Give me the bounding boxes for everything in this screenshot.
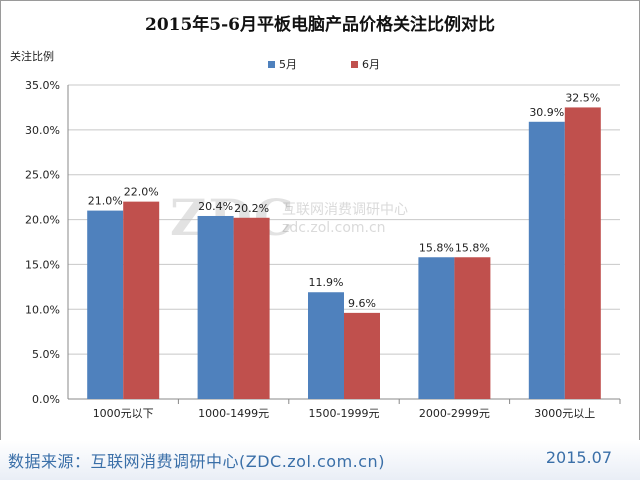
bar bbox=[233, 217, 270, 399]
x-tick-label: 1000元以下 bbox=[93, 407, 154, 420]
chart-legend: 5月 6月 bbox=[268, 56, 380, 72]
data-label: 11.9% bbox=[309, 276, 344, 289]
y-tick-label: 5.0% bbox=[32, 348, 60, 361]
bar-chart: 0.0% 5.0% 10.0% 15.0% 20.0% 25.0% 30.0% 35.0% 10… bbox=[25, 79, 621, 420]
legend-item-may: 5月 bbox=[268, 56, 297, 72]
y-tick-label: 25.0% bbox=[25, 169, 60, 182]
bar bbox=[418, 257, 455, 399]
data-label: 20.4% bbox=[198, 200, 233, 213]
y-axis-label: 关注比例 bbox=[10, 50, 54, 63]
watermark-line2: zdc.zol.com.cn bbox=[282, 220, 386, 236]
legend-label-may: 5月 bbox=[279, 58, 297, 71]
bar bbox=[344, 312, 380, 399]
watermark-text: 互联网消费调研中心 zdc.zol.com.cn bbox=[282, 201, 408, 237]
data-source: 数据来源：互联网消费调研中心(ZDC.zol.com.cn) bbox=[8, 452, 385, 471]
x-tick-label: 3000元以上 bbox=[534, 407, 595, 420]
bar bbox=[197, 215, 234, 399]
data-label: 15.8% bbox=[455, 241, 490, 254]
y-tick-label: 35.0% bbox=[25, 79, 60, 92]
data-label: 9.6% bbox=[348, 297, 376, 310]
y-tick-label: 30.0% bbox=[25, 124, 60, 137]
footer-bar bbox=[0, 440, 640, 480]
data-label: 21.0% bbox=[88, 195, 123, 208]
x-tick-label: 2000-2999元 bbox=[419, 407, 490, 420]
x-tick-label: 1500-1999元 bbox=[309, 407, 380, 420]
watermark-line1: 互联网消费调研中心 bbox=[282, 202, 408, 218]
legend-label-june: 6月 bbox=[362, 58, 380, 71]
y-tick-label: 20.0% bbox=[25, 214, 60, 227]
y-tick-label: 10.0% bbox=[25, 303, 60, 316]
chart-title: 2015年5-6月平板电脑产品价格关注比例对比 bbox=[144, 15, 496, 35]
data-label: 20.2% bbox=[234, 202, 269, 215]
data-label: 15.8% bbox=[419, 241, 454, 254]
legend-swatch-june bbox=[351, 60, 358, 68]
bar bbox=[123, 201, 160, 399]
y-tick-label: 15.0% bbox=[25, 258, 60, 271]
data-label: 32.5% bbox=[565, 91, 600, 104]
data-label: 22.0% bbox=[124, 186, 159, 199]
bar bbox=[564, 107, 601, 399]
bar bbox=[528, 121, 565, 399]
bar bbox=[308, 292, 344, 399]
y-tick-label: 0.0% bbox=[32, 393, 60, 406]
legend-item-june: 6月 bbox=[351, 56, 380, 72]
report-date: 2015.07 bbox=[545, 448, 612, 467]
legend-swatch-may bbox=[268, 60, 275, 68]
bar bbox=[454, 257, 491, 399]
data-label: 30.9% bbox=[529, 106, 564, 119]
x-tick-label: 1000-1499元 bbox=[198, 407, 269, 420]
bar bbox=[87, 210, 124, 399]
